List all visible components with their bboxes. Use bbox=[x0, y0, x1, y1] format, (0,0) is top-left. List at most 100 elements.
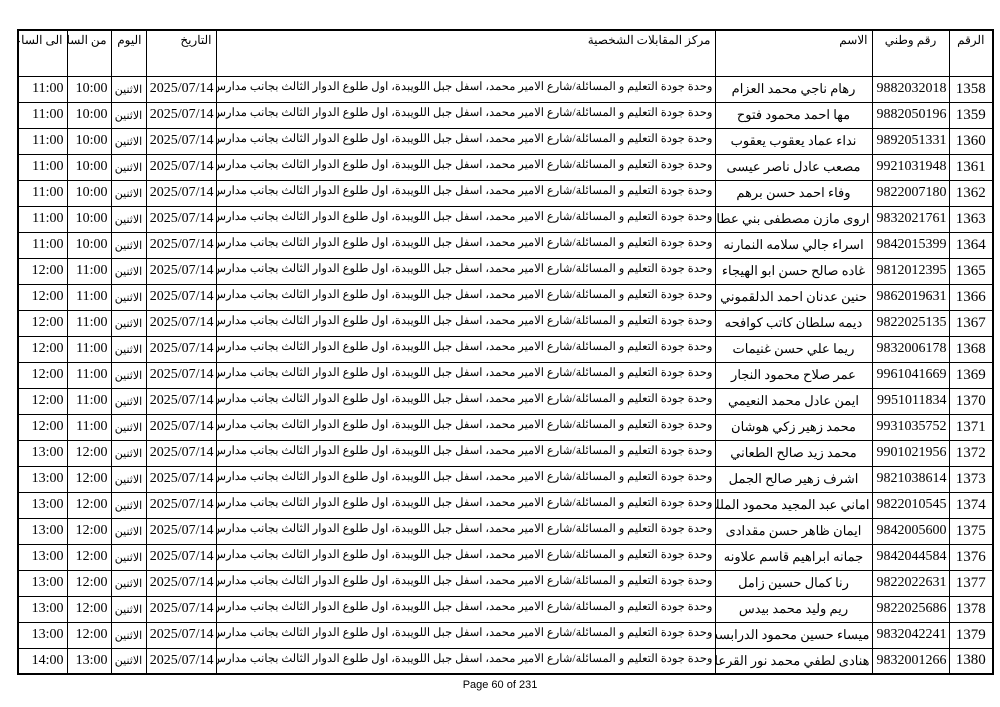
cell-number: 1370 bbox=[948, 387, 994, 415]
cell-to-hour: 11:00 bbox=[17, 179, 68, 207]
cell-number: 1372 bbox=[948, 439, 994, 467]
cell-number: 1368 bbox=[948, 335, 994, 363]
cell-day: الاثنين bbox=[110, 595, 147, 623]
column-header-name: الاسم bbox=[714, 29, 873, 77]
table-row: 1374 9822010545 اماني عبد المجيد محمود ا… bbox=[17, 491, 994, 519]
cell-number: 1377 bbox=[948, 569, 994, 597]
column-header-to-hour: الى الساعة bbox=[17, 29, 68, 77]
table-row: 1380 9832001266 هنادى لطفي محمد نور القر… bbox=[17, 647, 994, 675]
cell-interview-center: وحدة جودة التعليم و المسائلة/شارع الامير… bbox=[215, 491, 716, 519]
table-row: 1366 9862019631 حنين عدنان احمد الدلقمون… bbox=[17, 283, 994, 311]
cell-national-id: 9882050196 bbox=[871, 101, 950, 129]
cell-day: الاثنين bbox=[110, 465, 147, 493]
cell-to-hour: 12:00 bbox=[17, 257, 68, 285]
cell-number: 1361 bbox=[948, 153, 994, 181]
cell-from-hour: 11:00 bbox=[66, 361, 112, 389]
cell-day: الاثنين bbox=[110, 75, 147, 103]
cell-name: مصعب عادل ناصر عيسى bbox=[714, 153, 873, 181]
cell-day: الاثنين bbox=[110, 387, 147, 415]
cell-national-id: 9822010545 bbox=[871, 491, 950, 519]
cell-from-hour: 11:00 bbox=[66, 387, 112, 415]
cell-date: 2025/07/14 bbox=[145, 309, 217, 337]
cell-interview-center: وحدة جودة التعليم و المسائلة/شارع الامير… bbox=[215, 335, 716, 363]
cell-to-hour: 13:00 bbox=[17, 491, 68, 519]
cell-national-id: 9901021956 bbox=[871, 439, 950, 467]
cell-day: الاثنين bbox=[110, 101, 147, 129]
cell-name: ميساء حسين محمود الدرابسه bbox=[714, 621, 873, 649]
cell-interview-center: وحدة جودة التعليم و المسائلة/شارع الامير… bbox=[215, 387, 716, 415]
cell-name: مها احمد محمود فتوح bbox=[714, 101, 873, 129]
cell-date: 2025/07/14 bbox=[145, 179, 217, 207]
cell-from-hour: 11:00 bbox=[66, 283, 112, 311]
cell-from-hour: 11:00 bbox=[66, 309, 112, 337]
cell-interview-center: وحدة جودة التعليم و المسائلة/شارع الامير… bbox=[215, 257, 716, 285]
cell-to-hour: 13:00 bbox=[17, 543, 68, 571]
table-row: 1363 9832021761 اروى مازن مصطفى بني عطا … bbox=[17, 205, 994, 233]
cell-from-hour: 10:00 bbox=[66, 153, 112, 181]
cell-day: الاثنين bbox=[110, 309, 147, 337]
cell-date: 2025/07/14 bbox=[145, 647, 217, 675]
cell-national-id: 9921031948 bbox=[871, 153, 950, 181]
cell-from-hour: 12:00 bbox=[66, 517, 112, 545]
cell-date: 2025/07/14 bbox=[145, 465, 217, 493]
cell-date: 2025/07/14 bbox=[145, 335, 217, 363]
cell-to-hour: 11:00 bbox=[17, 205, 68, 233]
cell-date: 2025/07/14 bbox=[145, 283, 217, 311]
cell-to-hour: 12:00 bbox=[17, 413, 68, 441]
cell-day: الاثنين bbox=[110, 205, 147, 233]
cell-from-hour: 11:00 bbox=[66, 335, 112, 363]
cell-national-id: 9842044584 bbox=[871, 543, 950, 571]
cell-name: اروى مازن مصطفى بني عطا bbox=[714, 205, 873, 233]
column-header-interview-center: مركز المقابلات الشخصية bbox=[215, 29, 716, 77]
cell-date: 2025/07/14 bbox=[145, 595, 217, 623]
cell-number: 1379 bbox=[948, 621, 994, 649]
cell-number: 1365 bbox=[948, 257, 994, 285]
cell-interview-center: وحدة جودة التعليم و المسائلة/شارع الامير… bbox=[215, 179, 716, 207]
cell-name: ايمن عادل محمد النعيمي bbox=[714, 387, 873, 415]
table-row: 1372 9901021956 محمد زيد صالح الطعاني وح… bbox=[17, 439, 994, 467]
cell-interview-center: وحدة جودة التعليم و المسائلة/شارع الامير… bbox=[215, 465, 716, 493]
cell-to-hour: 12:00 bbox=[17, 335, 68, 363]
cell-to-hour: 13:00 bbox=[17, 621, 68, 649]
cell-day: الاثنين bbox=[110, 517, 147, 545]
cell-name: ريم وليد محمد بيدس bbox=[714, 595, 873, 623]
column-header-number: الرقم bbox=[948, 29, 994, 77]
cell-number: 1371 bbox=[948, 413, 994, 441]
cell-number: 1362 bbox=[948, 179, 994, 207]
cell-date: 2025/07/14 bbox=[145, 413, 217, 441]
table-row: 1361 9921031948 مصعب عادل ناصر عيسى وحدة… bbox=[17, 153, 994, 181]
cell-day: الاثنين bbox=[110, 257, 147, 285]
cell-day: الاثنين bbox=[110, 569, 147, 597]
cell-date: 2025/07/14 bbox=[145, 491, 217, 519]
cell-number: 1363 bbox=[948, 205, 994, 233]
cell-name: عمر صلاح محمود النجار bbox=[714, 361, 873, 389]
cell-name: وفاء احمد حسن برهم bbox=[714, 179, 873, 207]
cell-interview-center: وحدة جودة التعليم و المسائلة/شارع الامير… bbox=[215, 517, 716, 545]
cell-day: الاثنين bbox=[110, 621, 147, 649]
interview-schedule-table: الرقم رقم وطني الاسم مركز المقابلات الشخ… bbox=[17, 29, 994, 675]
cell-national-id: 9892051331 bbox=[871, 127, 950, 155]
cell-date: 2025/07/14 bbox=[145, 439, 217, 467]
cell-to-hour: 11:00 bbox=[17, 75, 68, 103]
cell-date: 2025/07/14 bbox=[145, 205, 217, 233]
table-row: 1364 9842015399 اسراء جالي سلامه النمارن… bbox=[17, 231, 994, 259]
cell-interview-center: وحدة جودة التعليم و المسائلة/شارع الامير… bbox=[215, 153, 716, 181]
cell-name: غاده صالح حسن ابو الهيجاء bbox=[714, 257, 873, 285]
cell-national-id: 9832001266 bbox=[871, 647, 950, 675]
cell-interview-center: وحدة جودة التعليم و المسائلة/شارع الامير… bbox=[215, 543, 716, 571]
cell-interview-center: وحدة جودة التعليم و المسائلة/شارع الامير… bbox=[215, 101, 716, 129]
cell-day: الاثنين bbox=[110, 231, 147, 259]
cell-to-hour: 12:00 bbox=[17, 309, 68, 337]
cell-interview-center: وحدة جودة التعليم و المسائلة/شارع الامير… bbox=[215, 127, 716, 155]
cell-from-hour: 10:00 bbox=[66, 179, 112, 207]
cell-number: 1376 bbox=[948, 543, 994, 571]
cell-national-id: 9821038614 bbox=[871, 465, 950, 493]
cell-number: 1367 bbox=[948, 309, 994, 337]
cell-national-id: 9822022631 bbox=[871, 569, 950, 597]
cell-name: محمد زهير زكي هوشان bbox=[714, 413, 873, 441]
cell-from-hour: 12:00 bbox=[66, 439, 112, 467]
table-row: 1368 9832006178 ريما علي حسن غنيمات وحدة… bbox=[17, 335, 994, 363]
cell-number: 1375 bbox=[948, 517, 994, 545]
cell-number: 1360 bbox=[948, 127, 994, 155]
cell-from-hour: 10:00 bbox=[66, 127, 112, 155]
